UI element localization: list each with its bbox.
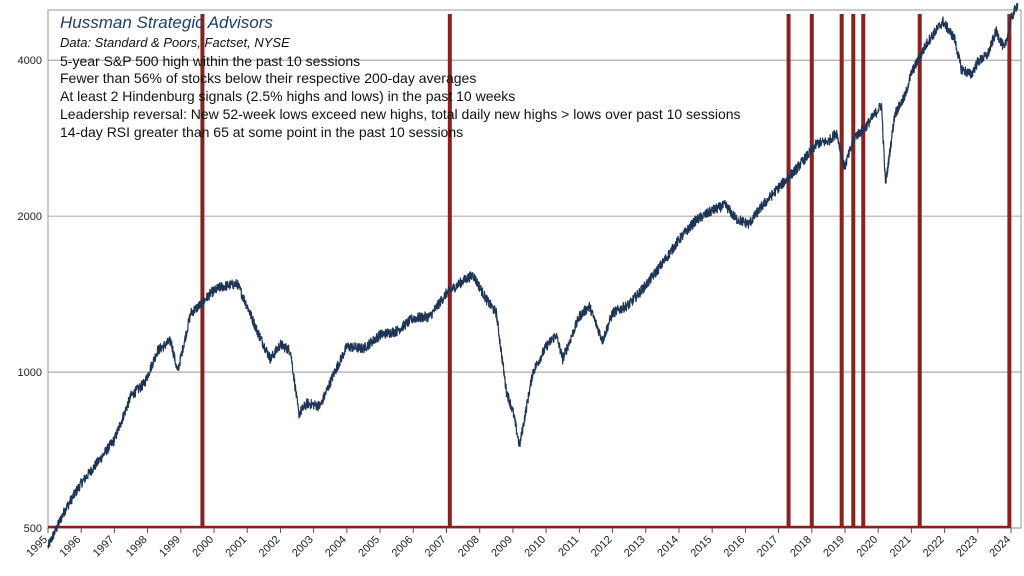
x-tick-label: 2024 [987, 534, 1013, 560]
x-tick-label: 2001 [224, 534, 250, 560]
x-tick-label: 2019 [821, 534, 847, 560]
chart-title: Hussman Strategic Advisors [60, 13, 273, 32]
y-tick-label: 1000 [18, 367, 42, 379]
annotation-1: 5-year S&P 500 high within the past 10 s… [60, 53, 360, 69]
x-tick-label: 1998 [124, 534, 150, 560]
x-tick-label: 2005 [356, 534, 382, 560]
x-tick-label: 1997 [91, 534, 117, 560]
annotation-3: At least 2 Hindenburg signals (2.5% high… [60, 88, 515, 104]
x-tick-label: 2021 [888, 534, 914, 560]
x-tick-label: 2011 [556, 534, 581, 559]
y-tick-label: 500 [24, 523, 42, 535]
x-tick-label: 2017 [755, 534, 781, 560]
x-tick-label: 1999 [157, 534, 183, 560]
x-tick-label: 2015 [688, 534, 714, 560]
y-tick-label: 2000 [18, 211, 42, 223]
x-tick-label: 2010 [522, 534, 548, 560]
x-tick-label: 1995 [24, 534, 50, 560]
text-layer: Hussman Strategic Advisors Data: Standar… [60, 13, 741, 140]
x-tick-label: 2016 [722, 534, 748, 560]
x-tick-label: 2013 [622, 534, 648, 560]
x-tick-label: 2004 [323, 534, 349, 560]
y-tick-label: 4000 [18, 55, 42, 67]
x-tick-label: 2014 [655, 534, 681, 560]
x-tick-label: 1996 [58, 534, 84, 560]
series-layer [47, 2, 1019, 549]
x-tick-label: 2022 [921, 534, 947, 560]
x-tick-label: 2020 [855, 534, 881, 560]
x-tick-label: 2006 [390, 534, 416, 560]
x-tick-label: 2008 [456, 534, 482, 560]
x-tick-label: 2018 [788, 534, 814, 560]
chart-subtitle: Data: Standard & Poors, Factset, NYSE [60, 35, 290, 50]
x-tick-label: 2012 [589, 534, 615, 560]
signal-lines [48, 14, 1012, 529]
x-tick-label: 2007 [423, 534, 449, 560]
x-tick-label: 2023 [954, 534, 980, 560]
x-tick-label: 2002 [257, 534, 283, 560]
x-tick-label: 2009 [489, 534, 515, 560]
sp500-series-line [47, 2, 1019, 549]
x-tick-label: 2000 [190, 534, 216, 560]
annotation-5: 14-day RSI greater than 65 at some point… [60, 124, 463, 140]
annotation-2: Fewer than 56% of stocks below their res… [60, 70, 476, 86]
x-tick-label: 2003 [290, 534, 316, 560]
annotation-4: Leadership reversal: New 52-week lows ex… [60, 106, 741, 122]
